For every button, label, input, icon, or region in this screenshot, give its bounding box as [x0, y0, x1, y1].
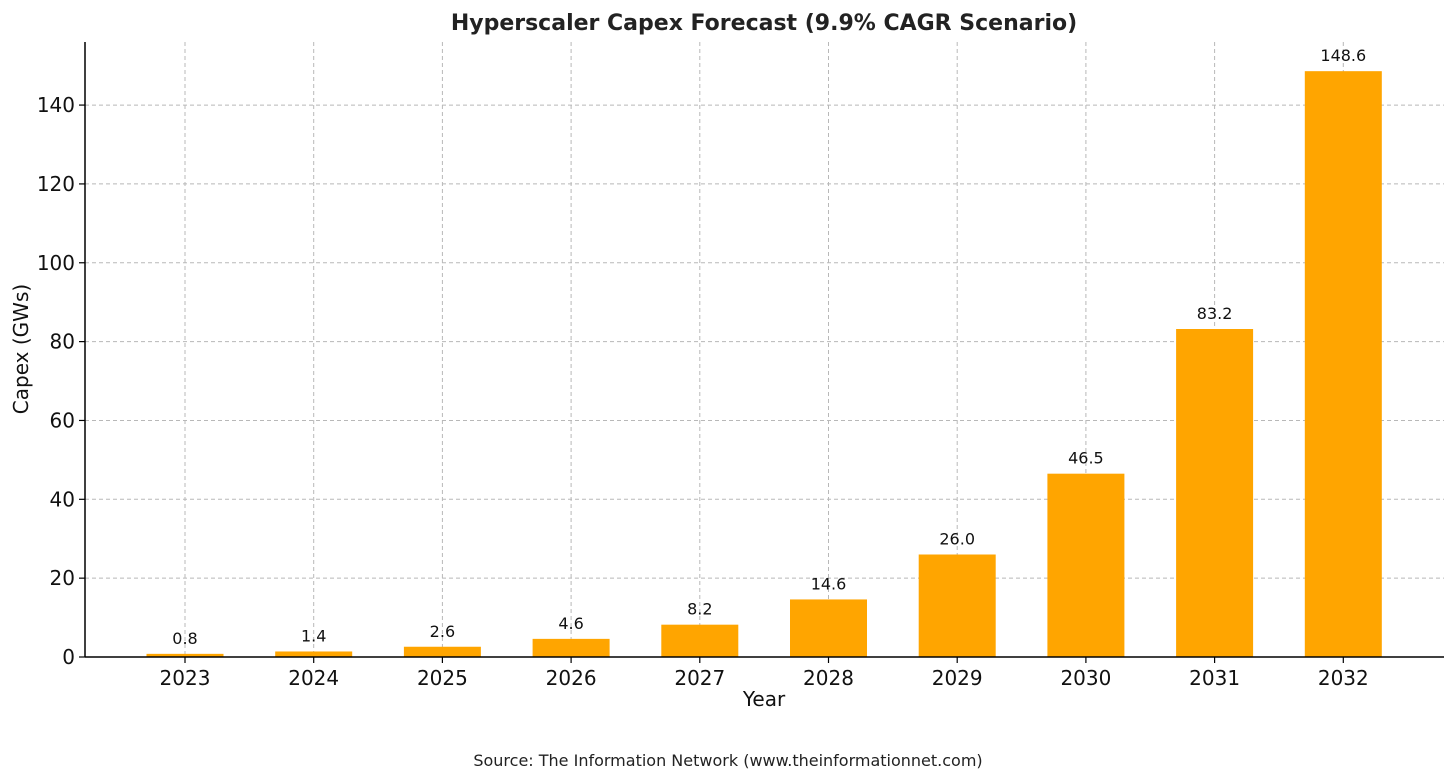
data-label-2026: 4.6 [558, 614, 583, 633]
grid-layer [85, 42, 1444, 657]
y-tick-label: 40 [50, 487, 75, 511]
x-tick-label: 2030 [1060, 666, 1111, 690]
x-tick-label: 2029 [932, 666, 983, 690]
bar-layer [146, 71, 1382, 657]
x-axis-title: Year [742, 687, 786, 711]
bar-2025 [403, 646, 481, 657]
bar-2024 [275, 651, 353, 657]
y-tick-label: 140 [37, 93, 75, 117]
bar-2030 [1047, 473, 1125, 657]
x-tick-label: 2031 [1189, 666, 1240, 690]
bar-2032 [1304, 71, 1382, 657]
data-label-2025: 2.6 [430, 622, 455, 641]
chart-title: Hyperscaler Capex Forecast (9.9% CAGR Sc… [451, 11, 1077, 36]
data-label-2027: 8.2 [687, 600, 712, 619]
data-label-2031: 83.2 [1197, 304, 1233, 323]
y-tick-label: 20 [50, 566, 75, 590]
bar-2031 [1176, 329, 1254, 657]
x-tick-label: 2023 [160, 666, 211, 690]
y-tick-label: 120 [37, 172, 75, 196]
bar-2023 [146, 653, 224, 657]
x-tick-label: 2025 [417, 666, 468, 690]
y-axis-title: Capex (GWs) [9, 284, 33, 414]
bar-2029 [918, 554, 996, 657]
x-tick-label: 2026 [546, 666, 597, 690]
data-label-2024: 1.4 [301, 626, 326, 645]
axis-layer [79, 42, 1444, 663]
x-tick-label: 2032 [1318, 666, 1369, 690]
x-tick-label: 2027 [674, 666, 725, 690]
source-note: Source: The Information Network (www.the… [473, 751, 982, 770]
y-tick-label: 0 [62, 645, 75, 669]
data-label-2032: 148.6 [1320, 46, 1366, 65]
y-tick-label: 80 [50, 330, 75, 354]
bar-2028 [790, 599, 867, 657]
y-tick-label: 100 [37, 251, 75, 275]
data-label-2028: 14.6 [811, 574, 847, 593]
bar-2027 [661, 624, 739, 657]
data-label-2029: 26.0 [939, 530, 975, 549]
label-layer: 0 20 40 60 80 100 120 140 0.8 1.4 2.6 4.6 8.2 14.6 26.… [37, 46, 1369, 690]
x-tick-label: 2024 [288, 666, 339, 690]
x-tick-label: 2028 [803, 666, 854, 690]
data-label-2030: 46.5 [1068, 449, 1104, 468]
y-tick-label: 60 [50, 408, 75, 432]
bar-2026 [532, 638, 610, 657]
data-label-2023: 0.8 [172, 629, 197, 648]
